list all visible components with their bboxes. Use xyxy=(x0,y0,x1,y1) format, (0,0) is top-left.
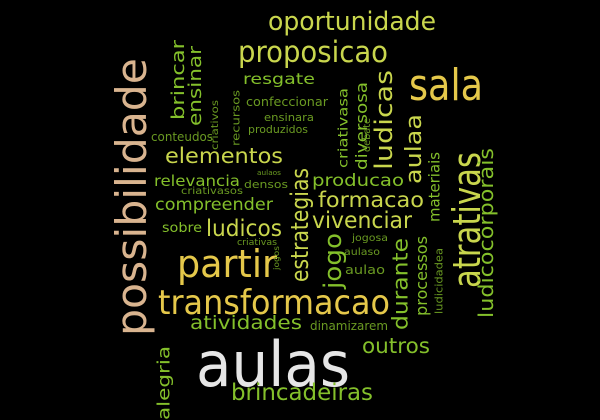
word-aulao: aulao xyxy=(345,263,385,277)
word-jogos: jogos xyxy=(272,246,281,270)
word-partir: partir xyxy=(177,242,277,286)
word-criativas: criativas xyxy=(237,238,277,248)
word-criativasa: criativasa xyxy=(336,88,352,168)
word-aulaa: aulaa xyxy=(402,114,427,184)
word-vivenciar: vivenciar xyxy=(312,208,412,234)
word-ludicocorporais: ludicocorporais xyxy=(474,148,498,318)
word-confeccionar: confeccionar xyxy=(246,95,328,109)
word-jogosa: jogosa xyxy=(352,233,388,244)
word-proposicao: proposicao xyxy=(238,35,388,69)
word-ensinar: ensinar xyxy=(185,45,206,126)
word-relevancia: relevancia xyxy=(154,172,240,190)
word-densos: densos xyxy=(244,178,288,191)
word-sobre: sobre xyxy=(162,221,202,236)
word-atividades: atividades xyxy=(190,312,302,334)
word-formacao: formacao xyxy=(318,188,424,212)
word-possibilidade: possibilidade xyxy=(107,58,156,336)
word-conteudos: conteudos xyxy=(151,130,213,144)
word-dinamizarem: dinamizarem xyxy=(310,319,388,333)
word-outros: outros xyxy=(362,334,430,358)
word-durante: durante xyxy=(388,238,413,330)
word-resgate: resgate xyxy=(243,70,315,88)
word-aulas: aulas xyxy=(196,328,350,401)
word-elementos: elementos xyxy=(165,144,283,168)
word-aulaos: aulaos xyxy=(257,169,281,177)
word-processos: processos xyxy=(412,236,431,316)
word-brincadeiras: brincadeiras xyxy=(231,380,373,406)
word-aulaso: aulaso xyxy=(344,247,380,258)
word-criativasos: criativasos xyxy=(181,186,243,197)
word-materiais: materiais xyxy=(425,152,444,222)
word-ludicos: ludicos xyxy=(206,216,282,242)
word-ludicas: ludicas xyxy=(370,69,398,170)
word-alegria: alegria xyxy=(154,346,175,420)
word-compreender: compreender xyxy=(155,195,273,215)
word-debate: debate xyxy=(362,118,373,152)
word-sala: sala xyxy=(409,60,483,111)
word-transformacao: transformacao xyxy=(158,283,390,323)
word-ludicidadea: ludicidadea xyxy=(432,248,446,314)
word-produzidos: produzidos xyxy=(248,123,308,136)
word-estrategias: estrategias xyxy=(286,168,314,282)
word-jogo: jogo xyxy=(319,233,347,289)
word-ensinara: ensinara xyxy=(264,111,314,124)
word-oportunidade: oportunidade xyxy=(268,7,436,37)
word-producao: producao xyxy=(312,171,404,191)
word-recursos: recursos xyxy=(229,90,243,146)
